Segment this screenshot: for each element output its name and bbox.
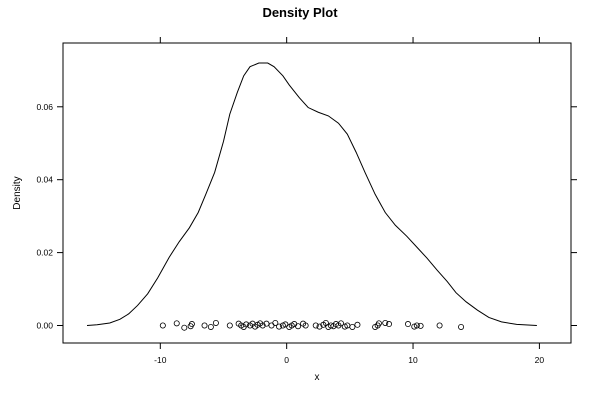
rug-point [259, 322, 266, 329]
x-tick-label: 20 [535, 355, 545, 365]
rug-point [212, 319, 219, 326]
rug-point [207, 323, 214, 330]
x-tick-label: 10 [408, 355, 418, 365]
rug-point [413, 322, 420, 329]
rug-point [201, 322, 208, 329]
y-tick-label: 0.00 [36, 321, 53, 331]
rug-point [295, 323, 302, 330]
rug-point [386, 321, 393, 328]
rug-point [382, 319, 389, 326]
rug-point [226, 322, 233, 329]
rug-point [188, 321, 195, 328]
rug-point [316, 323, 323, 330]
rug-point [302, 322, 309, 329]
rug-point [417, 322, 424, 329]
rug-point [173, 320, 180, 327]
rug-points [159, 319, 465, 331]
x-tick-label: 0 [284, 355, 289, 365]
chart-title: Density Plot [262, 5, 338, 20]
density-curve [86, 62, 537, 326]
y-tick-label: 0.06 [36, 102, 53, 112]
rug-point [159, 322, 166, 329]
y-tick-label: 0.04 [36, 175, 53, 185]
rug-point [276, 323, 283, 330]
y-axis-label: Density [12, 176, 23, 209]
rug-point [458, 323, 465, 330]
y-tick-label: 0.02 [36, 248, 53, 258]
rug-point [404, 321, 411, 328]
rug-point [181, 324, 188, 331]
rug-point [349, 323, 356, 330]
rug-point [272, 319, 279, 326]
rug-point [354, 321, 361, 328]
rug-point [263, 320, 270, 327]
rug-point [312, 322, 319, 329]
x-axis-label: x [315, 372, 320, 383]
x-tick-label: -10 [154, 355, 167, 365]
rug-point [338, 320, 345, 327]
axis-tick-labels: -10 0 10 20 0.00 0.02 0.04 0.06 [36, 102, 544, 365]
rug-point [243, 321, 250, 328]
axis-ticks [57, 37, 577, 349]
rug-point [268, 322, 275, 329]
rug-point [375, 320, 382, 327]
rug-point [436, 322, 443, 329]
plot-frame [62, 42, 572, 344]
